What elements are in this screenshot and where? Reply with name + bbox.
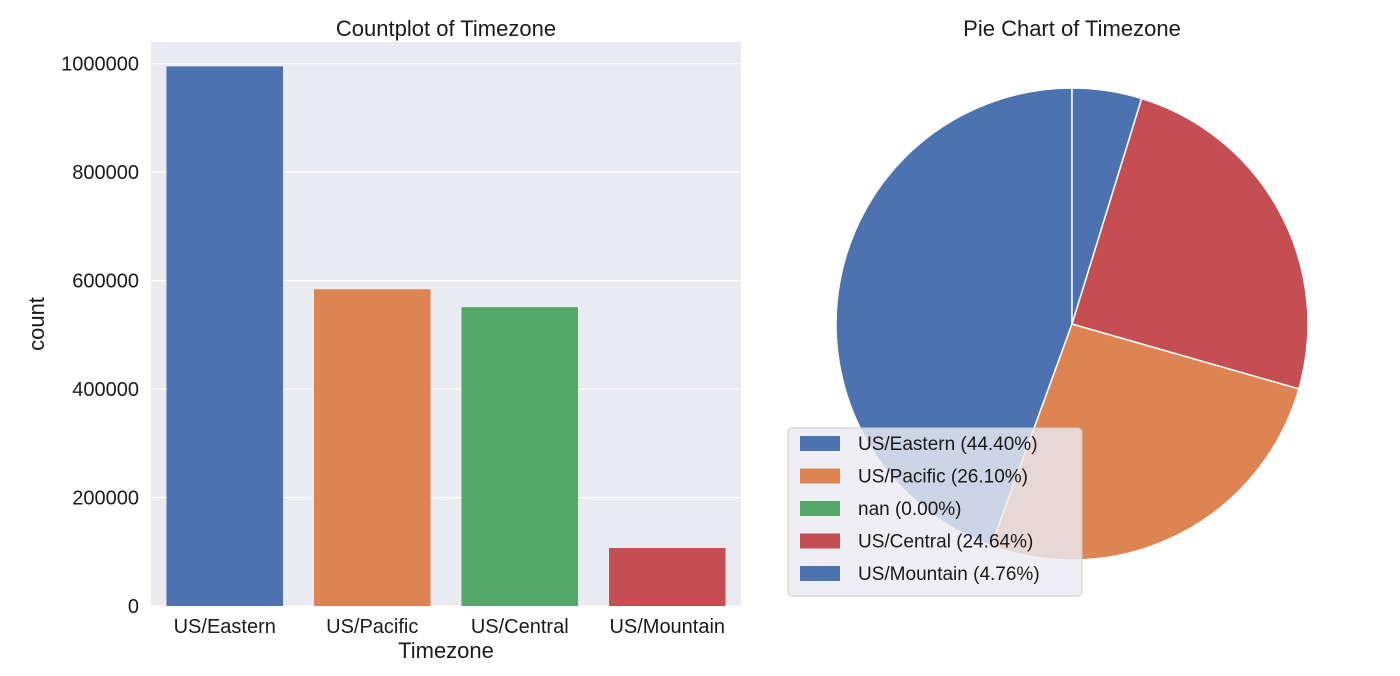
bar-x-axis-label: Timezone [398, 638, 494, 663]
y-tick-label: 1000000 [61, 54, 139, 76]
legend-swatch [800, 468, 840, 484]
legend-label: US/Eastern (44.40%) [858, 434, 1038, 455]
legend-label: US/Central (24.64%) [858, 532, 1033, 553]
legend-label: US/Pacific (26.10%) [858, 467, 1028, 488]
x-tick-label: US/Eastern [174, 616, 276, 638]
x-tick-label: US/Central [471, 616, 569, 638]
pie-chart: Pie Chart of Timezone US/Eastern (44.40%… [787, 16, 1309, 597]
bar-us-mountain [608, 547, 726, 606]
pie-chart-title: Pie Chart of Timezone [963, 16, 1181, 41]
bar-marks [166, 66, 726, 606]
bar-us-eastern [166, 66, 284, 606]
bar-y-axis-label: count [24, 297, 49, 351]
y-tick-label: 600000 [72, 271, 139, 293]
bar-us-central [461, 307, 579, 606]
y-tick-label: 400000 [72, 379, 139, 401]
pie-slice [1071, 87, 1143, 325]
bar-y-tick-labels: 0 200000 400000 600000 800000 1000000 [61, 54, 139, 618]
bar-chart-title: Countplot of Timezone [336, 16, 556, 41]
x-tick-label: US/Pacific [326, 616, 418, 638]
legend-swatch [800, 436, 840, 451]
bar-chart: Countplot of Timezone 0 200000 400000 60000… [24, 16, 741, 663]
y-tick-label: 200000 [72, 488, 139, 510]
bar-us-pacific [313, 289, 431, 606]
y-tick-label: 800000 [72, 162, 139, 184]
x-tick-label: US/Mountain [609, 616, 725, 638]
y-tick-label: 0 [128, 596, 139, 618]
pie-legend: US/Eastern (44.40%) US/Pacific (26.10%) na… [787, 427, 1083, 597]
pie-slice [1071, 97, 1309, 390]
legend-label: nan (0.00%) [858, 499, 962, 520]
legend-box [787, 427, 1083, 597]
legend-swatch [800, 566, 840, 581]
legend-swatch [800, 533, 840, 549]
legend-swatch [800, 501, 840, 516]
legend-label: US/Mountain (4.76%) [858, 564, 1040, 585]
bar-x-tick-labels: US/Eastern US/Pacific US/Central US/Mountai… [174, 616, 725, 638]
